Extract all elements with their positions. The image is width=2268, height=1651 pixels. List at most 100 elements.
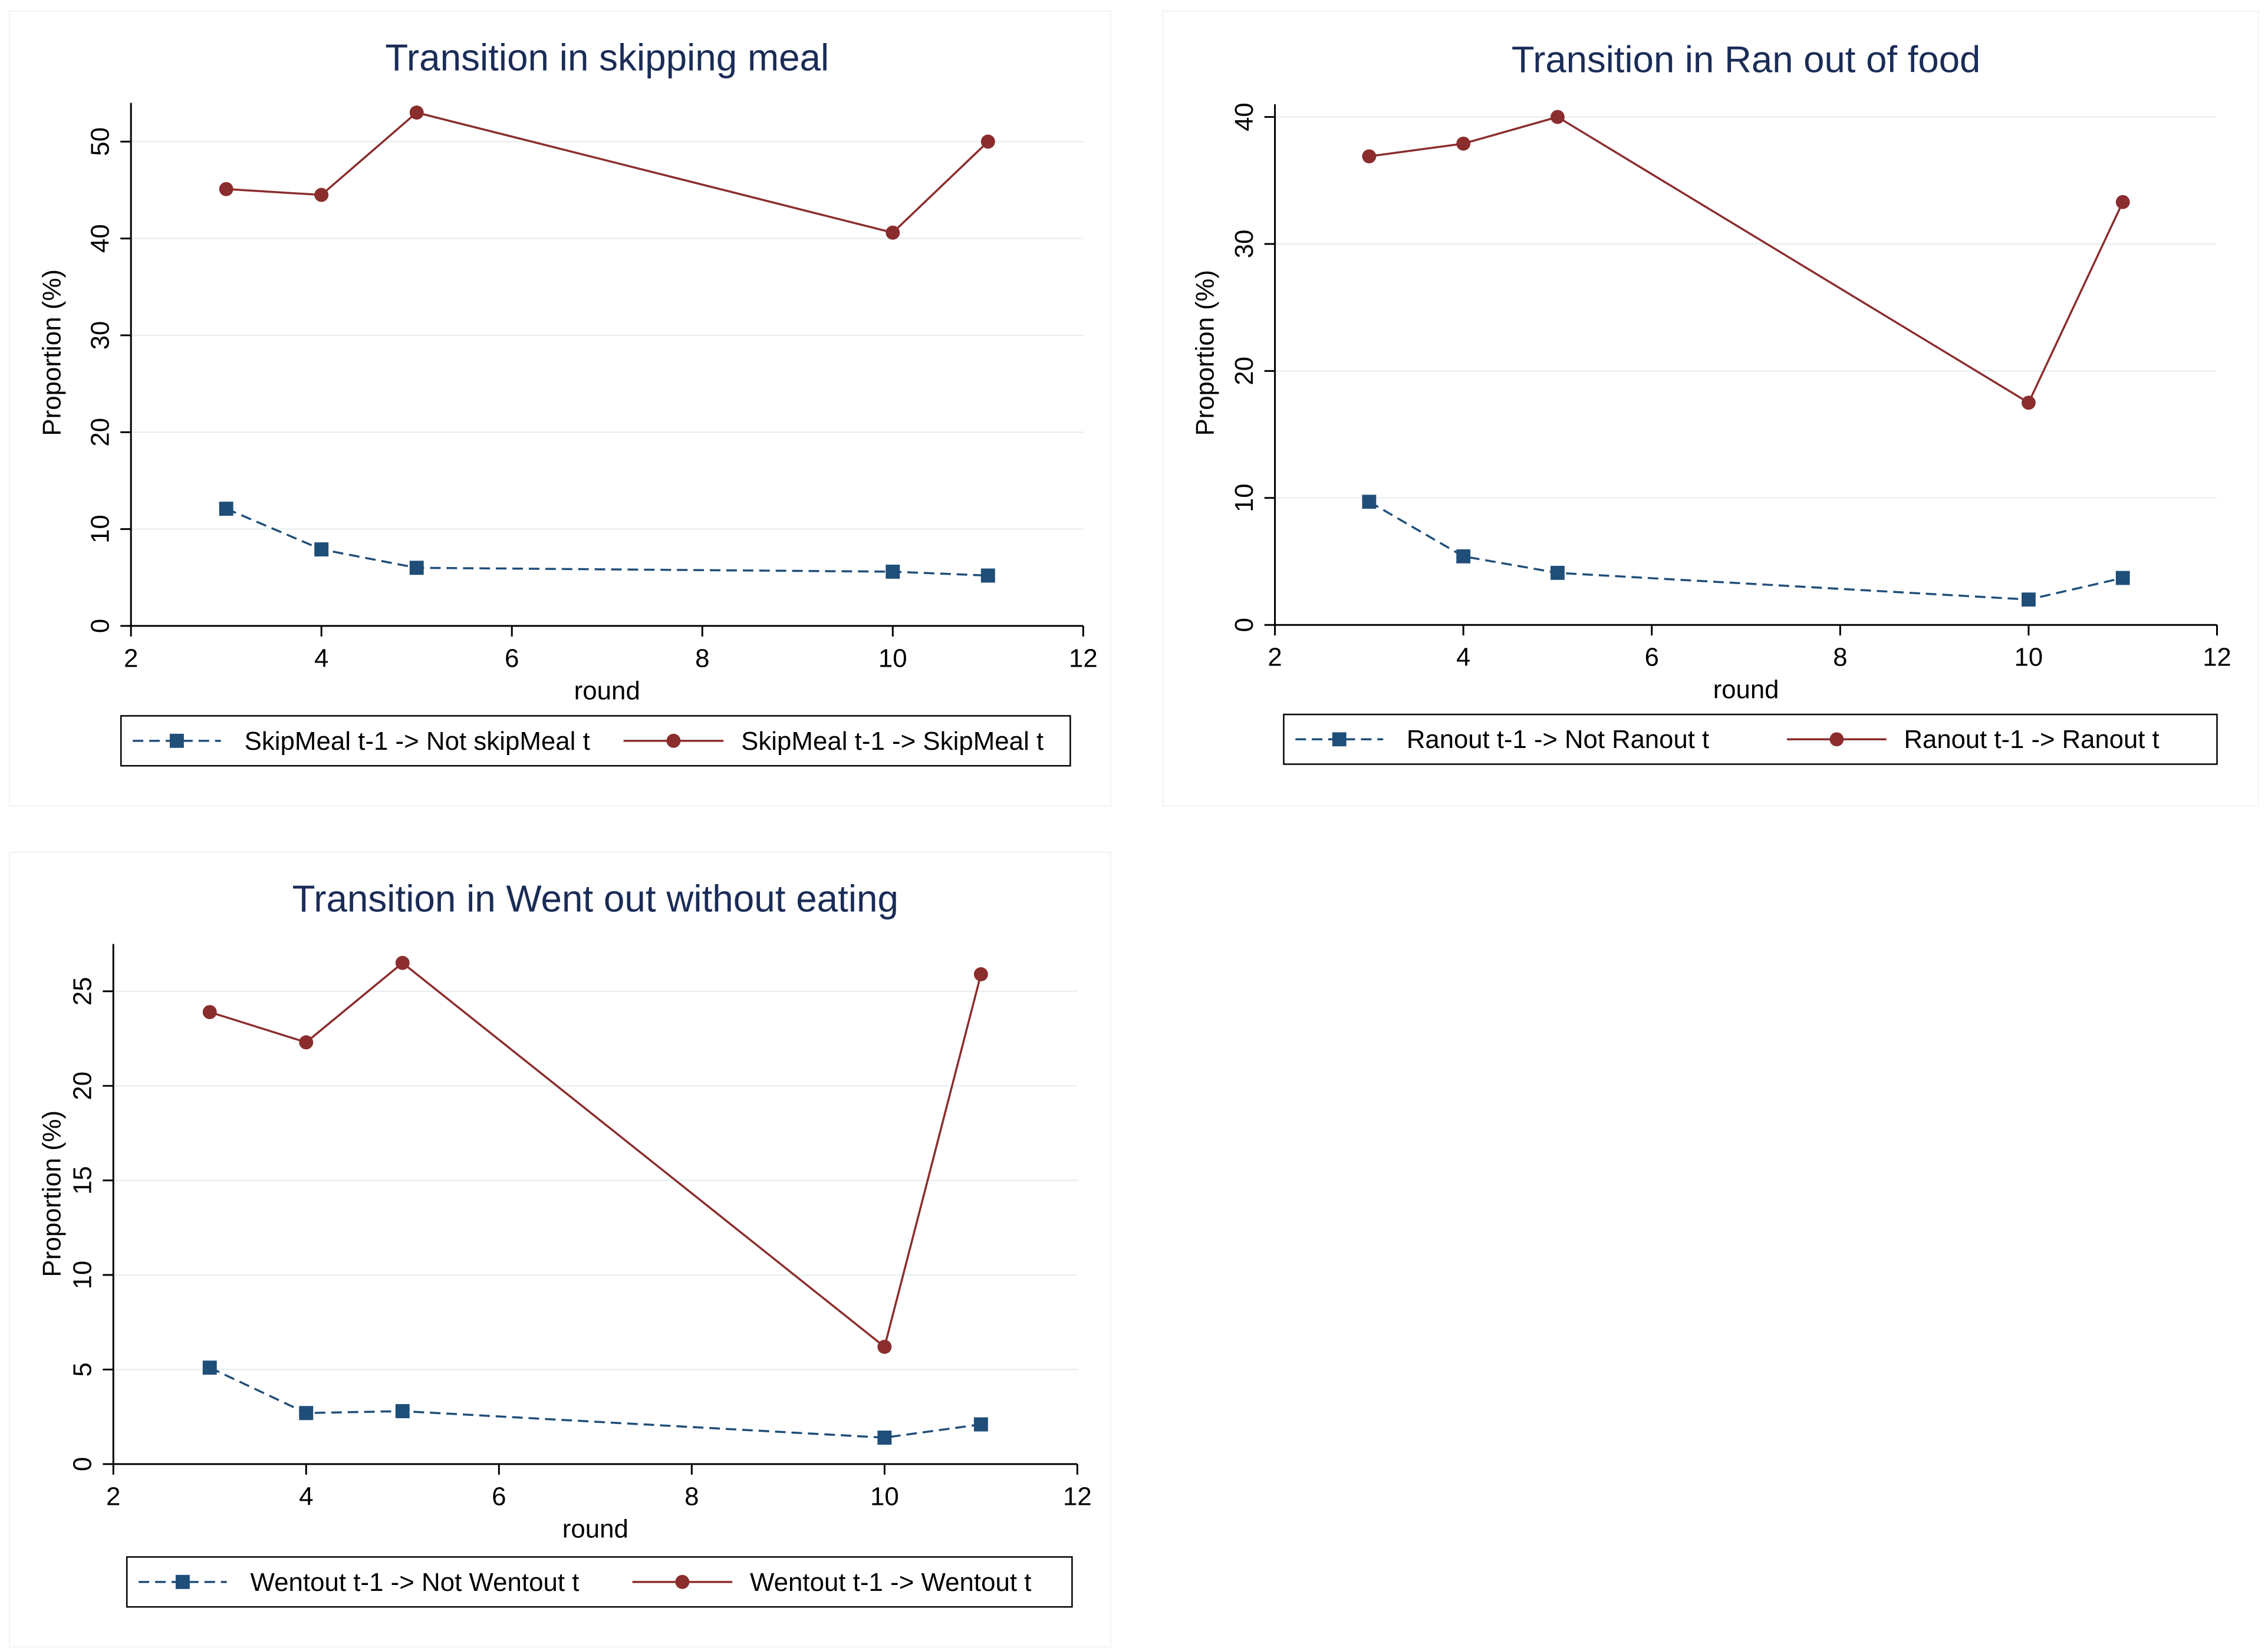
x-axis-label: round [1713, 675, 1779, 704]
x-axis-label: round [562, 1515, 628, 1544]
series-line-not-transition [1368, 500, 2124, 601]
x-tick-label: 2 [124, 644, 138, 673]
data-point-square [202, 1360, 217, 1375]
data-point-square [980, 568, 995, 583]
x-tick-label: 12 [2203, 643, 2231, 672]
x-tick-label: 10 [2014, 643, 2043, 672]
y-tick-label: 10 [68, 1261, 97, 1290]
legend-marker-circle [1829, 732, 1844, 747]
y-tick-label: 20 [68, 1072, 97, 1100]
data-point-circle [973, 967, 988, 981]
data-point-square [395, 1404, 410, 1419]
y-tick-label: 0 [68, 1457, 97, 1471]
chart-went-out-without-eating: 0 5 10 15 20 25 2 4 6 8 10 12 round Proportion (%) Tra… [38, 878, 1092, 1608]
x-axis-label: round [574, 677, 640, 706]
x-tick-label: 8 [684, 1482, 699, 1511]
chart-ran-out-of-food: 0 10 20 30 40 2 4 6 8 10 12 round Proportion (%) Tran… [1190, 38, 2231, 765]
data-point-circle [980, 134, 995, 149]
x-tick-label: 6 [492, 1482, 506, 1511]
legend-marker-square [169, 733, 184, 748]
data-point-square [299, 1406, 314, 1421]
series-line-transition [209, 961, 982, 1349]
legend-box [126, 1556, 1073, 1608]
chart-panel-ran-out-of-food: 0 10 20 30 40 2 4 6 8 10 12 round Proportion (%) Tran… [1163, 11, 2259, 806]
chart-skipping-meal: 0 10 20 30 40 50 2 4 6 8 10 12 round Proportion (%) Tr… [38, 37, 1098, 767]
y-axis-label: Proportion (%) [38, 1110, 67, 1277]
chart-panel-went-out-without-eating: 0 5 10 15 20 25 2 4 6 8 10 12 round Proportion (%) Tra… [9, 852, 1111, 1647]
data-point-square [2022, 592, 2036, 607]
y-axis-label: Proportion (%) [1190, 270, 1219, 436]
legend-label-2: Wentout t-1 -> Wentout t [750, 1568, 1031, 1597]
data-point-circle [886, 225, 900, 240]
data-point-circle [395, 955, 410, 970]
data-point-square [409, 561, 424, 575]
data-point-square [1362, 495, 1377, 509]
x-tick-label: 2 [106, 1482, 120, 1511]
y-tick-label: 15 [68, 1166, 97, 1195]
data-point-circle [1456, 136, 1471, 151]
data-point-square [219, 502, 233, 516]
y-tick-label: 25 [68, 977, 97, 1006]
x-tick-label: 4 [314, 644, 328, 673]
data-point-circle [1362, 149, 1377, 164]
legend-marker-square [1332, 732, 1347, 747]
legend-box [1283, 713, 2218, 765]
series-line-transition [226, 111, 989, 234]
data-point-circle [409, 106, 424, 120]
data-point-circle [219, 182, 233, 196]
y-tick-label: 10 [1230, 484, 1259, 513]
chart-title: Transition in Ran out of food [1512, 38, 1981, 80]
data-point-square [877, 1431, 892, 1445]
y-tick-label: 0 [85, 619, 114, 633]
x-tick-label: 6 [505, 644, 519, 673]
x-tick-label: 10 [870, 1482, 899, 1511]
y-tick-label: 30 [85, 321, 114, 350]
legend-marker-square [175, 1574, 190, 1589]
x-tick-label: 8 [1833, 643, 1847, 672]
y-tick-label: 20 [85, 418, 114, 447]
y-tick-label: 10 [85, 515, 114, 543]
chart-title: Transition in skipping meal [385, 37, 829, 79]
x-tick-label: 10 [878, 644, 907, 673]
data-point-square [886, 564, 900, 579]
legend-box [120, 715, 1071, 767]
data-point-square [314, 542, 329, 557]
x-tick-label: 12 [1063, 1482, 1092, 1511]
y-tick-label: 40 [1230, 103, 1259, 131]
series-line-not-transition [209, 1366, 982, 1439]
y-tick-label: 40 [85, 224, 114, 253]
data-point-square [2115, 571, 2130, 585]
data-point-circle [2022, 396, 2036, 410]
x-tick-label: 4 [1456, 643, 1470, 672]
legend-label-2: SkipMeal t-1 -> SkipMeal t [741, 727, 1044, 756]
data-point-square [1456, 549, 1471, 563]
data-point-circle [299, 1035, 314, 1050]
y-axis-label: Proportion (%) [38, 269, 67, 436]
y-tick-label: 30 [1230, 230, 1259, 259]
data-point-square [973, 1417, 988, 1432]
x-tick-label: 8 [695, 644, 709, 673]
y-tick-label: 20 [1230, 357, 1259, 385]
y-tick-label: 5 [68, 1362, 97, 1376]
x-tick-label: 2 [1268, 643, 1282, 672]
x-tick-label: 6 [1645, 643, 1659, 672]
legend-label-2: Ranout t-1 -> Ranout t [1904, 725, 2160, 754]
legend-label-1: SkipMeal t-1 -> Not skipMeal t [245, 727, 590, 756]
y-tick-label: 0 [1230, 618, 1259, 632]
data-point-circle [2115, 195, 2130, 209]
legend-marker-circle [675, 1574, 690, 1589]
chart-title: Transition in Went out without eating [292, 878, 898, 920]
data-point-circle [1551, 110, 1565, 124]
legend-label-1: Ranout t-1 -> Not Ranout t [1407, 725, 1709, 754]
chart-panel-skipping-meal: 0 10 20 30 40 50 2 4 6 8 10 12 round Proportion (%) Tr… [9, 11, 1111, 806]
data-point-circle [202, 1005, 217, 1020]
data-point-circle [314, 187, 329, 202]
x-tick-label: 12 [1069, 644, 1098, 673]
legend-label-1: Wentout t-1 -> Not Wentout t [251, 1568, 580, 1597]
series-line-not-transition [225, 508, 988, 577]
y-tick-label: 50 [85, 127, 114, 156]
series-line-transition [1369, 116, 2124, 404]
data-point-circle [877, 1340, 892, 1354]
legend-marker-circle [666, 733, 681, 748]
data-point-square [1551, 565, 1565, 580]
